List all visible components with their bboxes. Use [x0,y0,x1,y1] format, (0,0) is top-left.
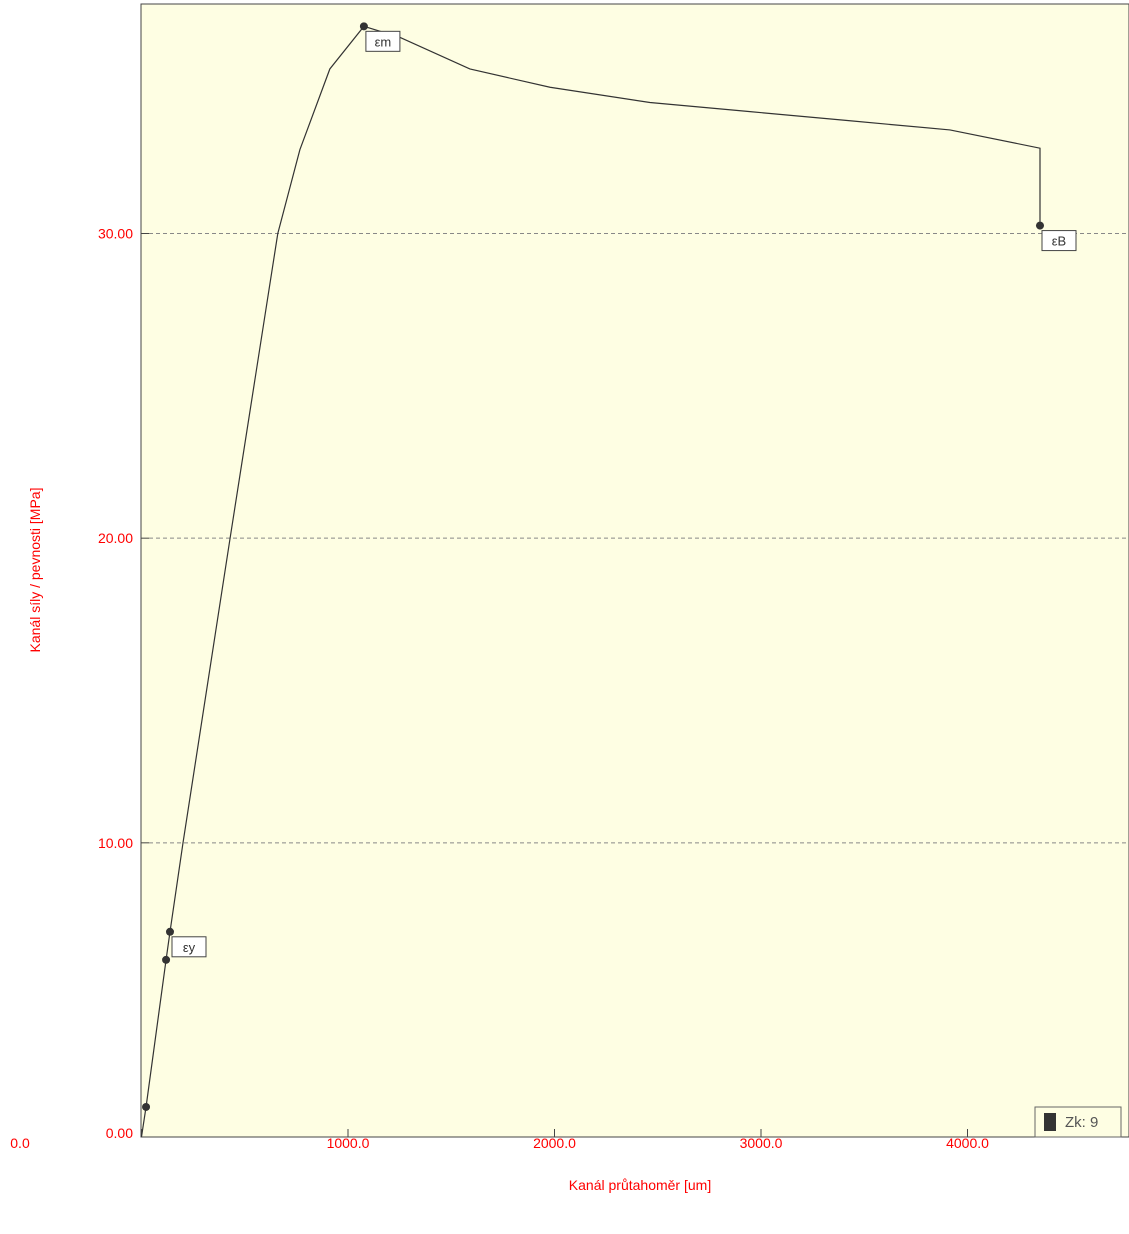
point-label-box [171,936,207,958]
x-axis-title: Kanál průtahoměr [um] [569,1177,711,1193]
x-tick-label: 4000.0 [946,1135,989,1151]
point-marker [165,927,174,936]
x-tick-label: 3000.0 [740,1135,783,1151]
y-tick-label: 30.00 [98,226,133,242]
point-marker [359,22,368,31]
legend-swatch [1044,1113,1056,1131]
legend-label: Zk: 9 [1065,1114,1098,1131]
x-tick-label: 0.0 [10,1135,30,1151]
point-label: εB [1052,234,1066,249]
point-marker [1035,221,1044,230]
x-tick-label: 2000.0 [533,1135,576,1151]
point-label: εy [183,940,196,955]
y-tick-label: 20.00 [98,530,133,546]
point-marker [162,955,171,964]
point-marker [142,1102,151,1111]
y-tick-label: 10.00 [98,835,133,851]
point-label-box [1041,230,1077,252]
point-label: εm [375,34,392,49]
plot-area [140,3,1129,1138]
y-tick-label: 0.00 [106,1125,133,1141]
y-axis-title: Kanál síly / pevnosti [MPa] [27,488,43,653]
x-tick-label: 1000.0 [327,1135,370,1151]
point-label-box [365,30,401,52]
